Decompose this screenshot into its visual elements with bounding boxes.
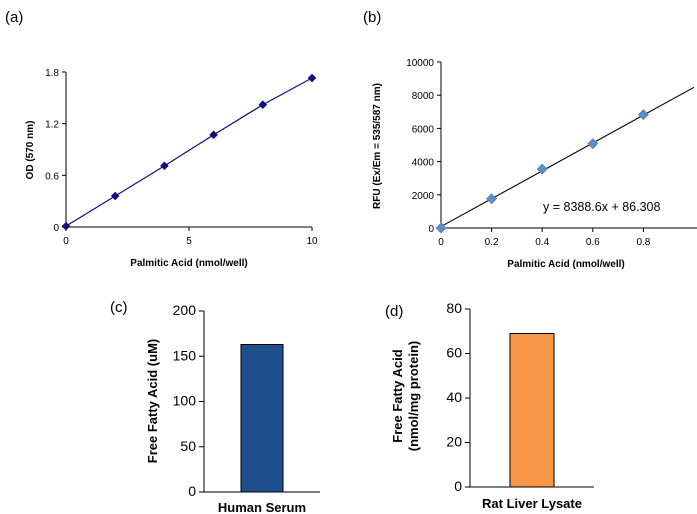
panel-b-plot — [435, 86, 695, 234]
panel-c-y-tick-label: 0 — [188, 483, 196, 499]
panel-b-y-tick-label: 2000 — [412, 191, 435, 202]
panel-b-x-tick-label: 0.2 — [485, 237, 499, 248]
panel-b-data-point — [435, 222, 447, 234]
panel-c-y-ticks: 0 50 100 150 200 — [173, 302, 204, 499]
panel-a-data-point — [110, 191, 120, 201]
panel-b-x-tick-label: 0 — [438, 237, 444, 248]
panel-b-data-point — [486, 193, 498, 205]
panel-a-data-point — [209, 130, 218, 140]
panel-a-x-tick-label: 10 — [306, 236, 318, 247]
panel-d-y-title-line2: (nmol/mg protein) — [406, 341, 421, 452]
panel-a-y-tick-label: 1.2 — [45, 120, 59, 131]
panel-b-x-tick-label: 0.8 — [636, 237, 650, 248]
panel-b-y-ticks: 0 2000 4000 6000 8000 10000 — [406, 58, 441, 235]
panel-d-bar — [509, 332, 555, 488]
panel-a-plot — [61, 73, 317, 231]
panel-a: (a) 0 0.6 1.2 1.8 0 5 10 Palmitic Acid (nmol/… — [5, 9, 318, 269]
panel-c-y-tick-label: 100 — [173, 393, 197, 409]
panel-b-y-title: RFU (Ex/Em = 535/587 nm) — [372, 83, 383, 209]
panel-a-data-point — [258, 100, 268, 110]
panel-c-bar — [240, 343, 284, 493]
panel-b-y-tick-label: 4000 — [412, 158, 435, 169]
panel-c-plot: Human Serum — [218, 343, 306, 514]
panel-d-label: (d) — [385, 303, 403, 320]
panel-a-y-ticks: 0 0.6 1.2 1.8 — [45, 68, 66, 234]
panel-a-data-point — [61, 221, 71, 231]
panel-a-x-tick-label: 0 — [63, 236, 69, 247]
panel-c-y-tick-label: 200 — [173, 302, 197, 318]
panel-d-category-label: Rat Liver Lysate — [482, 496, 582, 511]
panel-d-y-tick-label: 80 — [446, 300, 462, 316]
panel-b-data-point — [587, 138, 599, 150]
panel-a-label: (a) — [5, 9, 23, 26]
panel-b-y-tick-label: 10000 — [406, 58, 434, 69]
panel-b: (b) 0 2000 4000 6000 8000 10000 0 0.2 0.4 0.6 0.8… — [363, 9, 697, 270]
panel-d: (d) 0 20 40 60 80 Rat Liver Lysate Free Fatt… — [385, 300, 594, 511]
panel-b-y-tick-label: 6000 — [412, 124, 435, 135]
panel-d-plot: Rat Liver Lysate — [482, 332, 582, 511]
panel-b-trendline — [440, 86, 695, 228]
panel-a-data-point — [307, 73, 317, 83]
panel-c-y-title: Free Fatty Acid (uM) — [145, 339, 160, 463]
panel-c: (c) 0 50 100 150 200 Human Serum Free Fatty … — [110, 299, 320, 514]
panel-b-y-tick-label: 0 — [428, 224, 434, 235]
panel-a-x-title: Palmitic Acid (nmol/well) — [130, 258, 247, 269]
panel-b-equation: y = 8388.6x + 86.308 — [543, 200, 661, 214]
panel-a-y-tick-label: 0.6 — [45, 171, 59, 182]
panel-c-y-tick-label: 50 — [180, 438, 196, 454]
panel-d-y-ticks: 0 20 40 60 80 — [446, 300, 470, 494]
panel-b-x-title: Palmitic Acid (nmol/well) — [507, 259, 624, 270]
panel-a-y-tick-label: 0 — [53, 223, 59, 234]
panel-a-x-ticks: 0 5 10 — [63, 227, 318, 247]
panel-d-y-title-line1: Free Fatty Acid — [390, 349, 405, 442]
panel-b-x-tick-label: 0.6 — [586, 237, 600, 248]
panel-b-label: (b) — [363, 9, 381, 26]
panel-b-x-tick-label: 0.4 — [535, 237, 549, 248]
panel-a-data-point — [160, 161, 169, 171]
panel-a-series-line — [65, 77, 313, 227]
panel-a-y-title: OD (570 nm) — [25, 121, 36, 180]
panel-d-y-tick-label: 0 — [454, 478, 462, 494]
panel-d-y-tick-label: 60 — [446, 345, 462, 361]
panel-c-label: (c) — [110, 299, 128, 316]
panel-b-x-ticks: 0 0.2 0.4 0.6 0.8 — [438, 228, 651, 248]
panel-b-data-point — [637, 109, 649, 121]
panel-a-y-tick-label: 1.8 — [45, 68, 59, 79]
panel-d-y-tick-label: 40 — [446, 389, 462, 405]
panel-d-y-tick-label: 20 — [446, 434, 462, 450]
panel-c-y-tick-label: 150 — [173, 347, 197, 363]
panel-b-data-point — [536, 163, 548, 175]
panel-b-y-tick-label: 8000 — [412, 91, 435, 102]
panel-a-x-tick-label: 5 — [186, 236, 192, 247]
panel-c-category-label: Human Serum — [218, 500, 306, 514]
